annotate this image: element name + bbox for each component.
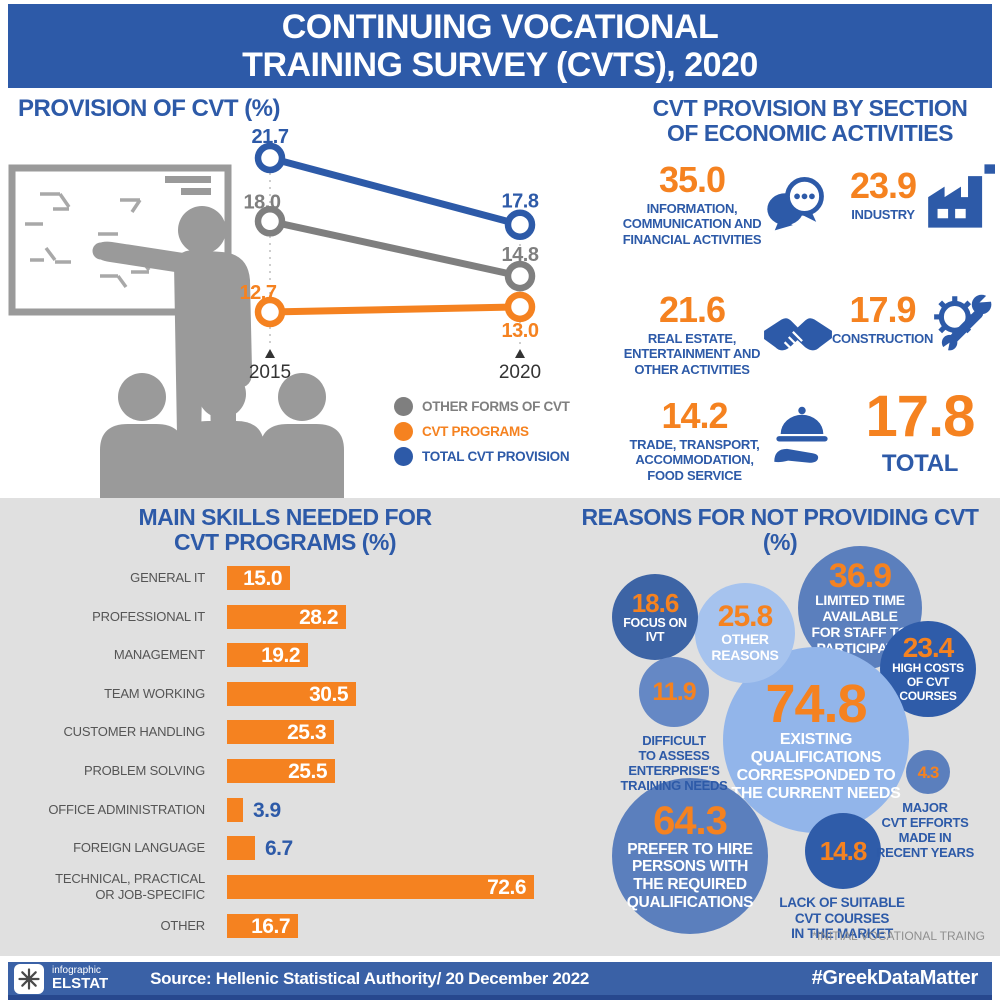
- provision-title: PROVISION OF CVT (%): [18, 95, 281, 122]
- audience-silhouettes: [100, 370, 344, 498]
- label-difficult-to-assess: DIFFICULT TO ASSESS ENTERPRISE'S TRAININ…: [620, 733, 728, 794]
- value-label: 14.8: [502, 244, 539, 266]
- stat-total: 17.8 TOTAL: [865, 384, 976, 478]
- series-total-cvt-provision: 21.7 17.8: [252, 126, 539, 240]
- value-label: 21.7: [252, 126, 289, 148]
- bubble-other-reasons: 25.8 OTHER REASONS: [695, 583, 795, 683]
- bar-row-office-administration: OFFICE ADMINISTRATION 3.9: [48, 798, 281, 822]
- footnote: *INITIAL VOCATIONAL TRAING: [812, 929, 985, 943]
- stat-trade-transport: 14.2 TRADE, TRANSPORT, ACCOMMODATION, FO…: [622, 398, 837, 483]
- label-major-efforts: MAJOR CVT EFFORTS MADE IN RECENT YEARS: [875, 800, 974, 861]
- x-label-2015: 2015: [249, 362, 291, 383]
- axis-marker-2015-icon: [265, 349, 275, 358]
- bubble-prefer-to-hire: 64.3 PREFER TO HIRE PERSONS WITH THE REQ…: [612, 778, 768, 934]
- chat-icon: [767, 176, 824, 231]
- bubble-major-efforts: 4.3: [906, 750, 950, 794]
- bar-row-management: MANAGEMENT 19.2: [0, 636, 560, 674]
- x-label-2020: 2020: [499, 362, 541, 383]
- hashtag: #GreekDataMatter: [811, 967, 979, 989]
- legend-dot-orange-icon: [394, 421, 413, 441]
- provision-line-chart: 2015 2020 21.7 17.8 18.0 14.8 12.7 13.0: [8, 126, 541, 498]
- legend-dot-gray-icon: [394, 396, 413, 416]
- skills-title: MAIN SKILLS NEEDED FOR CVT PROGRAMS (%): [138, 504, 432, 555]
- series-other-forms-of-cvt: 18.0 14.8: [244, 191, 539, 292]
- bar-row-problem-solving: PROBLEM SOLVING 25.5: [0, 752, 560, 790]
- reasons-title: REASONS FOR NOT PROVIDING CVT (%): [581, 504, 979, 555]
- bubble-lack-of-courses: 14.8: [805, 813, 881, 889]
- bubble-existing-qualifications: 74.8 EXISTING QUALIFICATIONS CORRESPONDE…: [723, 647, 909, 833]
- bar-row-team-working: TEAM WORKING 30.5: [0, 675, 560, 713]
- stat-real-estate: 21.6 REAL ESTATE, ENTERTAINMENT AND OTHE…: [622, 292, 834, 377]
- bubble-difficult-to-assess: 11.9: [639, 657, 709, 727]
- serving-hand-icon: [774, 406, 828, 463]
- axis-marker-2020-icon: [515, 349, 525, 358]
- source-text: Source: Hellenic Statistical Authority/ …: [150, 968, 590, 988]
- handshake-icon: [764, 318, 832, 352]
- factory-icon: [928, 164, 995, 228]
- logo-text: infographic ELSTAT: [52, 965, 109, 992]
- presenter-arm: [94, 241, 190, 274]
- provision-legend: OTHER FORMS OF CVT CVT PROGRAMS TOTAL CV…: [394, 394, 570, 469]
- value-label: 18.0: [244, 191, 281, 213]
- bar-row-professional-it: PROFESSIONAL IT 28.2: [0, 598, 560, 636]
- stat-industry: 23.9 INDUSTRY: [843, 164, 999, 230]
- stat-construction: 17.9 CONSTRUCTION: [832, 289, 996, 354]
- elstat-logo: [14, 963, 44, 994]
- bar-row-other: OTHER 16.7: [0, 907, 560, 945]
- bar-row-foreign-language: FOREIGN LANGUAGE 6.7: [73, 836, 293, 860]
- bar-row-customer-handling: CUSTOMER HANDLING 25.3: [0, 713, 560, 751]
- presenter-illustration: [8, 164, 344, 498]
- main-title: CONTINUING VOCATIONAL TRAINING SURVEY (C…: [242, 7, 758, 84]
- label-lack-of-courses: LACK OF SUITABLE CVT COURSES IN THE MARK…: [779, 895, 905, 942]
- value-label: 17.8: [502, 191, 539, 213]
- economic-activities-title: CVT PROVISION BY SECTION OF ECONOMIC ACT…: [652, 95, 968, 146]
- gear-wrench-icon: [934, 289, 995, 353]
- legend-dot-blue-icon: [394, 446, 413, 466]
- value-label: 13.0: [502, 320, 539, 342]
- presenter-head: [178, 206, 226, 254]
- bar-row-general-it: GENERAL IT 15.0: [0, 559, 560, 597]
- compass-star-icon: [18, 967, 40, 990]
- legend-item-other-forms: OTHER FORMS OF CVT: [394, 394, 570, 418]
- legend-item-total-provision: TOTAL CVT PROVISION: [394, 444, 570, 468]
- header-banner: CONTINUING VOCATIONAL TRAINING SURVEY (C…: [8, 4, 992, 88]
- footer-bar: infographic ELSTAT Source: Hellenic Stat…: [8, 962, 992, 995]
- stat-information-communication: 35.0 INFORMATION, COMMUNICATION AND FINA…: [622, 162, 830, 247]
- bubble-focus-on-ivt: 18.6 FOCUS ON IVT: [612, 574, 698, 660]
- bar-row-technical-practical: TECHNICAL, PRACTICAL OR JOB-SPECIFIC 72.6: [0, 868, 560, 906]
- series-cvt-programs: 12.7 13.0: [240, 282, 540, 342]
- legend-item-cvt-programs: CVT PROGRAMS: [394, 419, 570, 443]
- value-label: 12.7: [240, 282, 277, 304]
- footer-bottom-strip: [8, 995, 992, 1000]
